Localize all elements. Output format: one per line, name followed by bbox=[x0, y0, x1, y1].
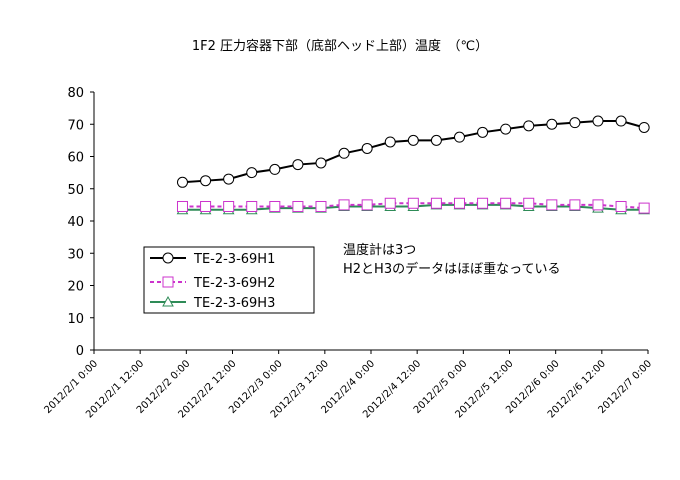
data-point bbox=[292, 159, 304, 171]
data-point bbox=[246, 167, 258, 179]
data-point bbox=[569, 117, 581, 129]
data-point bbox=[592, 115, 604, 127]
data-point bbox=[546, 199, 558, 211]
annotation-line-1: 温度計は3つ bbox=[343, 242, 416, 258]
data-point bbox=[269, 200, 281, 212]
y-tick-label: 40 bbox=[67, 215, 84, 230]
y-tick-label: 10 bbox=[67, 312, 84, 327]
series-te-2-3-69h1 bbox=[176, 115, 650, 188]
data-point bbox=[638, 202, 650, 214]
y-tick-label: 70 bbox=[67, 118, 84, 133]
y-axis-ticks: 0 10 20 30 40 50 60 70 80 bbox=[67, 86, 94, 359]
y-tick-label: 60 bbox=[67, 151, 84, 166]
data-point bbox=[453, 197, 465, 209]
y-tick-label: 80 bbox=[67, 86, 84, 101]
data-point bbox=[430, 134, 442, 146]
data-point bbox=[176, 176, 188, 188]
data-point bbox=[615, 200, 627, 212]
data-point bbox=[592, 199, 604, 211]
data-point bbox=[223, 200, 235, 212]
data-point bbox=[338, 199, 350, 211]
data-point bbox=[384, 197, 396, 209]
data-point bbox=[361, 142, 373, 154]
data-point bbox=[246, 200, 258, 212]
data-point bbox=[176, 200, 188, 212]
annotation-line-2: H2とH3のデータはほぼ重なっている bbox=[343, 261, 560, 277]
legend-label: TE-2-3-69H2 bbox=[193, 276, 275, 291]
series-group bbox=[176, 115, 651, 215]
data-point bbox=[407, 134, 419, 146]
legend-marker bbox=[162, 252, 174, 264]
y-tick-label: 30 bbox=[67, 247, 84, 262]
data-point bbox=[477, 197, 489, 209]
legend-marker bbox=[162, 276, 174, 288]
y-tick-label: 0 bbox=[76, 344, 84, 359]
data-point bbox=[269, 163, 281, 175]
data-point bbox=[200, 175, 212, 187]
legend-marker bbox=[162, 295, 174, 307]
data-point bbox=[500, 197, 512, 209]
data-point bbox=[430, 197, 442, 209]
data-point bbox=[500, 123, 512, 135]
y-tick-label: 20 bbox=[67, 280, 84, 295]
data-point bbox=[292, 200, 304, 212]
data-point bbox=[453, 131, 465, 143]
data-point bbox=[223, 173, 235, 185]
series-te-2-3-69h2 bbox=[176, 197, 650, 214]
chart-title: 1F2 圧力容器下部（底部ヘッド上部）温度 （℃） bbox=[192, 38, 488, 54]
data-point bbox=[523, 120, 535, 132]
data-point bbox=[338, 147, 350, 159]
data-point bbox=[384, 136, 396, 148]
legend-label: TE-2-3-69H3 bbox=[193, 296, 275, 311]
data-point bbox=[523, 197, 535, 209]
y-tick-label: 50 bbox=[67, 183, 84, 198]
data-point bbox=[546, 118, 558, 130]
data-point bbox=[361, 199, 373, 211]
data-point bbox=[315, 200, 327, 212]
data-point bbox=[638, 121, 650, 133]
data-point bbox=[477, 126, 489, 138]
legend-label: TE-2-3-69H1 bbox=[193, 252, 275, 267]
data-point bbox=[200, 200, 212, 212]
data-point bbox=[569, 199, 581, 211]
data-point bbox=[315, 157, 327, 169]
legend: TE-2-3-69H1 TE-2-3-69H2 TE-2-3-69H3 bbox=[143, 246, 315, 314]
data-point bbox=[407, 197, 419, 209]
data-point bbox=[615, 115, 627, 127]
